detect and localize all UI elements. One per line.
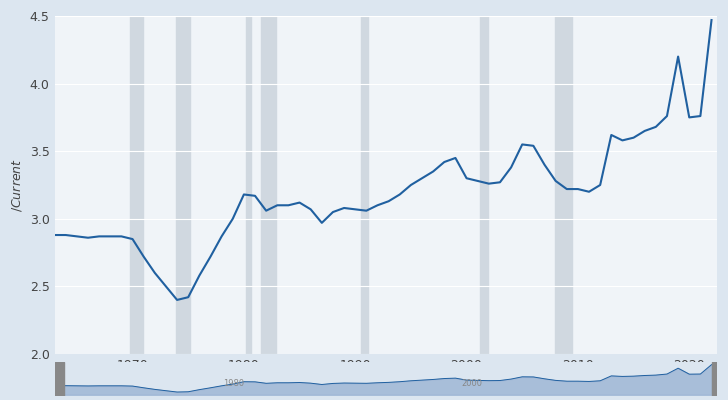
Bar (55, 362, 63, 396)
Y-axis label: $/Current $: $/Current $ (10, 158, 24, 212)
Bar (261, 16, 277, 354)
Bar (246, 16, 251, 354)
Bar (480, 16, 488, 354)
Bar (176, 16, 190, 354)
Bar (711, 362, 717, 396)
Bar (361, 16, 368, 354)
Bar (555, 16, 572, 354)
Text: 1980: 1980 (223, 379, 244, 388)
Bar (130, 16, 143, 354)
Text: 2000: 2000 (462, 379, 483, 388)
